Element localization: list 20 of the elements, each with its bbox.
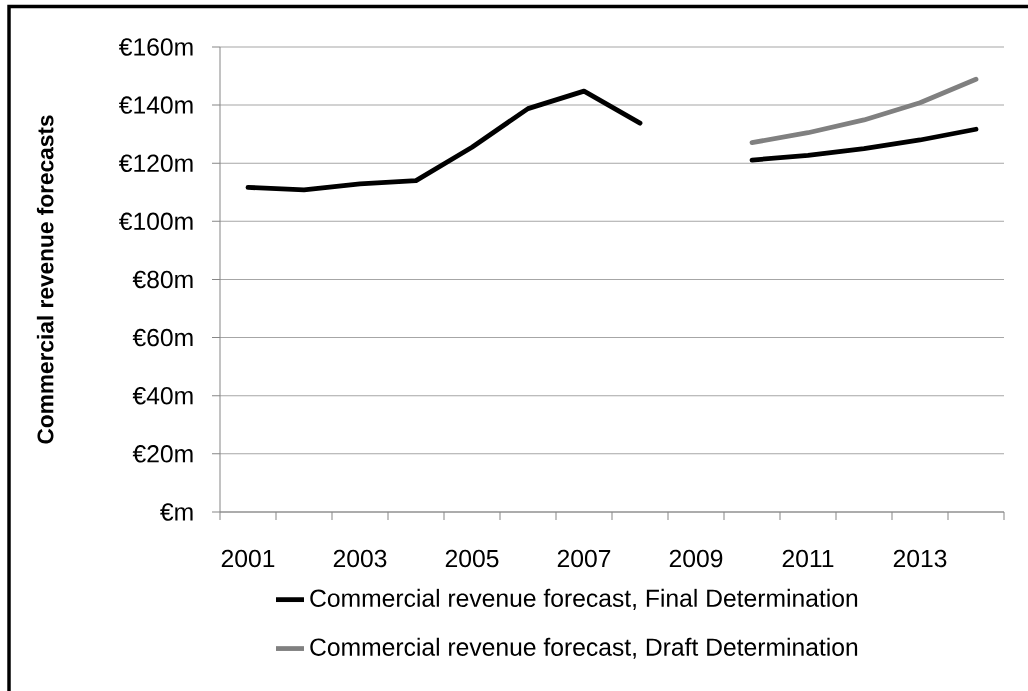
y-tick-label: €m <box>160 503 193 521</box>
y-tick-label: €60m <box>132 328 193 347</box>
y-tick-label: €80m <box>132 270 193 289</box>
x-tick-label: 2011 <box>782 549 834 568</box>
y-tick-label: €40m <box>132 387 193 405</box>
x-tick-label: 2003 <box>333 549 387 568</box>
x-tick-label: 2001 <box>221 549 275 568</box>
y-tick-label: €160m <box>118 38 193 56</box>
x-tick-label: 2007 <box>557 549 611 568</box>
x-tick-label: 2013 <box>893 549 947 568</box>
line-series <box>749 76 979 145</box>
x-tick-label: 2005 <box>445 549 499 568</box>
legend-label: Commercial revenue forecast, Final Determination <box>310 588 858 610</box>
y-tick-label: €140m <box>118 96 193 114</box>
x-tick-label: 2009 <box>669 549 723 568</box>
y-tick-label: €120m <box>118 154 193 172</box>
y-tick-label: €20m <box>132 445 193 463</box>
y-tick-label: €100m <box>118 212 193 231</box>
legend-label: Commercial revenue forecast, Draft Determination <box>310 637 858 659</box>
y-axis-title: Commercial revenue forecasts <box>36 115 54 444</box>
